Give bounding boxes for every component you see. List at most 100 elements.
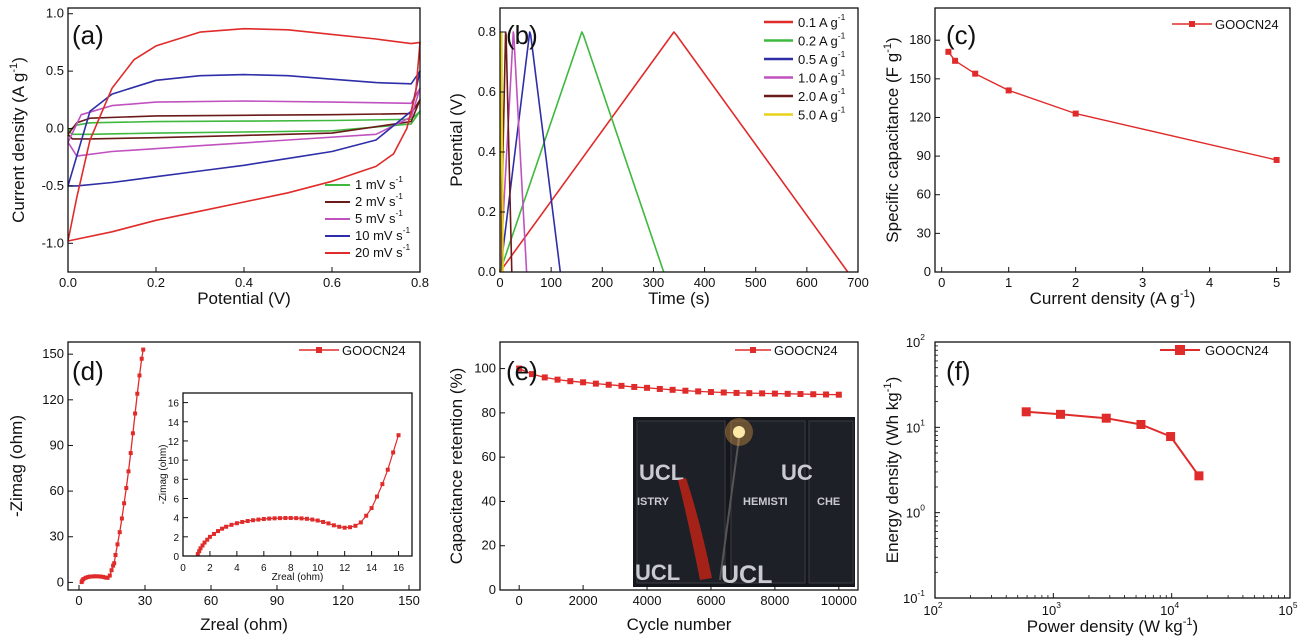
data-point [92,574,97,579]
data-point [669,386,676,393]
y-tick-label: 60 [482,449,496,464]
x-tick-label: 0.4 [235,275,253,290]
legend-label: 0.1 A g-1 [798,12,846,30]
data-point [133,411,138,416]
panel-label: (e) [506,356,538,386]
data-point [771,390,778,397]
data-point [83,575,88,580]
inset-point [331,523,336,528]
x-tick-label: 103 [1042,600,1061,618]
data-point [103,575,108,580]
inset-point [315,518,320,523]
inset-point [304,516,309,521]
inset-x-tick-label: 10 [312,563,324,574]
y-tick-label: 180 [909,32,931,47]
photo-text: UCL [639,460,684,485]
inset-point [261,516,266,521]
inset-point [220,526,225,531]
inset-x-tick-label: 14 [366,563,378,574]
panel-b: 0 100 200 300 400 500 600 700 0.0 0.2 0.4 0.6 0.8 (b)… [447,7,869,308]
y-tick-label: 0.2 [478,204,496,219]
x-tick-label: 0 [938,275,945,290]
legend-label: 5 mV s-1 [355,208,403,226]
data-point [605,381,612,388]
x-tick-label: 6000 [697,593,726,608]
y-tick-label: 0 [924,264,931,279]
x-tick-label: 0 [75,593,82,608]
x-tick-label: 10000 [821,593,857,608]
inset-point [216,529,221,534]
y-tick-label: 102 [906,332,925,350]
y-axis-label: Capacitance retention (%) [447,368,466,565]
data-point [96,574,101,579]
data-point [141,347,146,352]
x-tick-label: 90 [270,593,284,608]
legend-label: 0.5 A g-1 [798,49,846,67]
inset-point [391,450,396,455]
inset-y-tick-label: 12 [168,437,180,448]
x-tick-label: 120 [332,593,354,608]
x-tick-label: 0.8 [411,275,429,290]
data-point [707,389,714,396]
data-point [644,384,651,391]
inset-point [245,519,250,524]
data-point [111,563,116,568]
data-point [528,371,535,378]
legend-label: 0.2 A g-1 [798,31,846,49]
data-point [746,390,753,397]
led-bulb [733,426,745,438]
inset-line [197,435,400,555]
data-point [1101,413,1111,423]
data-point [554,376,561,383]
x-axis-label: Current density (A g-1) [1030,288,1196,308]
x-tick-label: 0.2 [147,275,165,290]
plot-frame [67,341,421,591]
plot-frame [934,341,1291,599]
inset-point [364,513,369,518]
inset-y-axis-label: -Zimag (ohm) [158,444,169,504]
inset-x-tick-label: 4 [234,563,240,574]
x-tick-label: 105 [1278,600,1297,618]
data-point [122,501,127,506]
data-point [797,391,804,398]
inset-point [348,525,353,530]
y-tick-label: 0.0 [46,121,64,136]
data-point [759,390,766,397]
y-tick-label: 40 [482,493,496,508]
x-tick-label: 8000 [760,593,789,608]
inset-point [374,494,379,499]
data-point [115,542,120,547]
inset-point [321,519,326,524]
y-tick-label: 20 [482,538,496,553]
inset-y-tick-label: 2 [173,533,179,544]
inset-point [294,516,299,521]
data-point [631,383,638,390]
y-tick-label: 100 [474,361,496,376]
inset-point [342,525,347,530]
inset-point [240,519,245,524]
data-point [784,390,791,397]
x-tick-label: 5 [1273,275,1280,290]
panel-label: (b) [506,20,538,50]
data-point [124,486,129,491]
legend-label: 2 mV s-1 [355,191,403,209]
data-point [1021,407,1031,417]
data-point [592,380,599,387]
panel-f: 102 103 104 105 10-1 100 101 102 (f) Power densit… [882,332,1298,636]
data-point [101,574,106,579]
red-wire [678,478,712,580]
inset-x-tick-label: 16 [393,563,405,574]
inset-x-tick-label: 8 [288,563,294,574]
legend-label: GOOCN24 [342,343,406,358]
data-point [1005,87,1012,94]
data-point [1194,471,1204,481]
x-tick-label: 0.0 [59,275,77,290]
panel-label: (f) [946,356,971,386]
y-tick-label: 0 [57,574,64,589]
inset-y-tick-label: 10 [168,456,180,467]
inset-point [207,534,212,539]
inset-point [299,516,304,521]
inset-point [326,521,331,526]
data-point [99,574,103,579]
y-axis-label: Potential (V) [447,93,466,187]
